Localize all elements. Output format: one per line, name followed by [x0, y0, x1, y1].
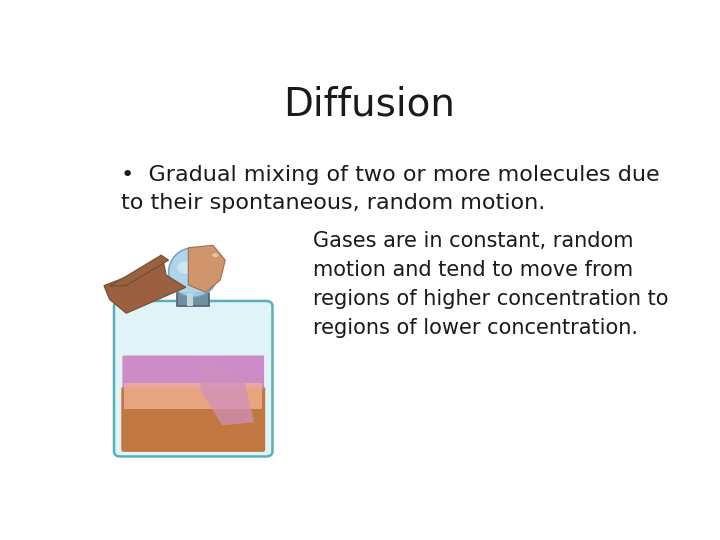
Text: Gases are in constant, random
motion and tend to move from
regions of higher con: Gases are in constant, random motion and… [313, 231, 669, 338]
FancyBboxPatch shape [122, 355, 264, 390]
FancyBboxPatch shape [121, 387, 265, 452]
Text: Diffusion: Diffusion [283, 85, 455, 124]
FancyBboxPatch shape [114, 301, 272, 456]
Bar [187, 293, 193, 306]
Ellipse shape [177, 261, 197, 274]
Bar [124, 383, 262, 409]
Ellipse shape [168, 248, 218, 297]
Polygon shape [189, 245, 225, 292]
Polygon shape [109, 255, 168, 286]
Text: •  Gradual mixing of two or more molecules due
to their spontaneous, random moti: • Gradual mixing of two or more molecule… [121, 165, 660, 213]
FancyBboxPatch shape [177, 293, 210, 306]
Ellipse shape [212, 253, 219, 258]
Polygon shape [200, 359, 254, 426]
Polygon shape [104, 262, 186, 313]
